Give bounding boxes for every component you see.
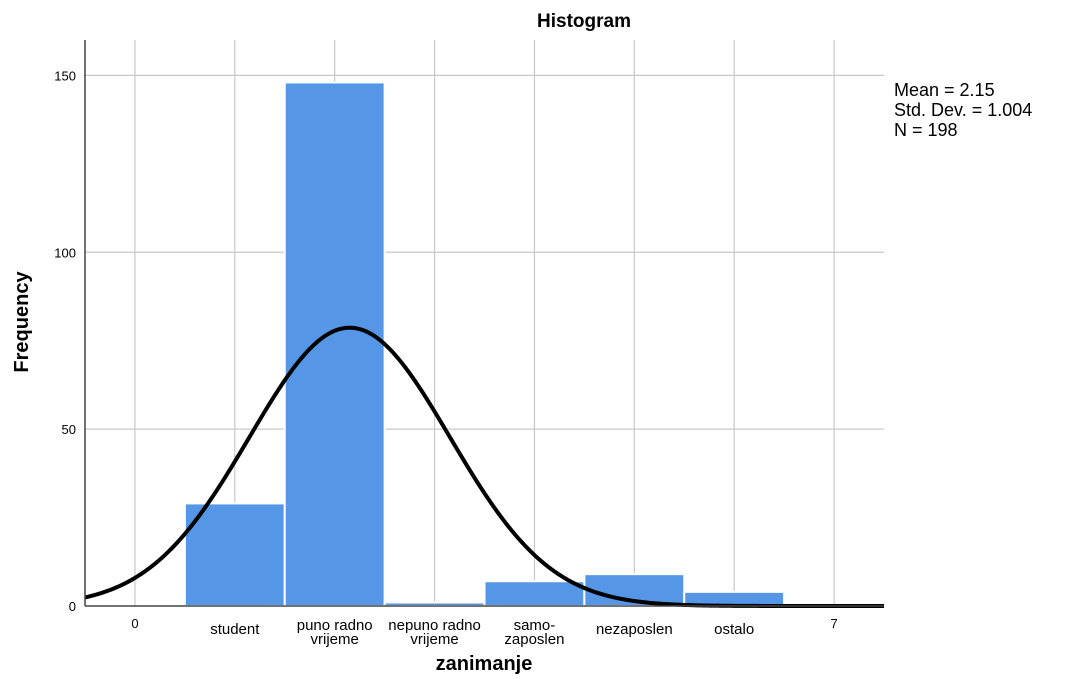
x-tick-labels: 0 7 student puno radno vrijeme nepuno radno vr…	[131, 616, 837, 648]
bars	[183, 81, 786, 608]
category-label: nepuno radno vrijeme	[388, 617, 481, 648]
category-label: student	[210, 621, 260, 638]
category-label: ostalo	[714, 621, 754, 638]
stat-line: Std. Dev. = 1.004	[894, 100, 1032, 120]
stat-line: Mean = 2.15	[894, 80, 995, 100]
y-axis-title: Frequency	[11, 271, 33, 373]
y-tick-label: 50	[62, 422, 76, 437]
y-tick-label: 0	[69, 599, 76, 614]
category-label: puno radno vrijeme	[297, 617, 373, 648]
y-tick-label: 150	[54, 68, 76, 83]
y-tick-labels: 0 50 100 150	[54, 68, 76, 614]
y-tick-label: 100	[54, 245, 76, 260]
x-axis-title: zanimanje	[436, 653, 533, 675]
category-label: samo-zaposlen	[504, 617, 564, 648]
bar-puno-radno-vrijeme	[283, 81, 386, 607]
x-tick-label: 0	[131, 616, 138, 631]
bar-student	[183, 502, 286, 608]
stat-line: N = 198	[894, 120, 958, 140]
category-label: nezaposlen	[596, 621, 673, 638]
x-tick-label: 7	[830, 616, 837, 631]
bar-samo--zaposlen	[483, 580, 586, 607]
chart-title: Histogram	[537, 11, 631, 32]
